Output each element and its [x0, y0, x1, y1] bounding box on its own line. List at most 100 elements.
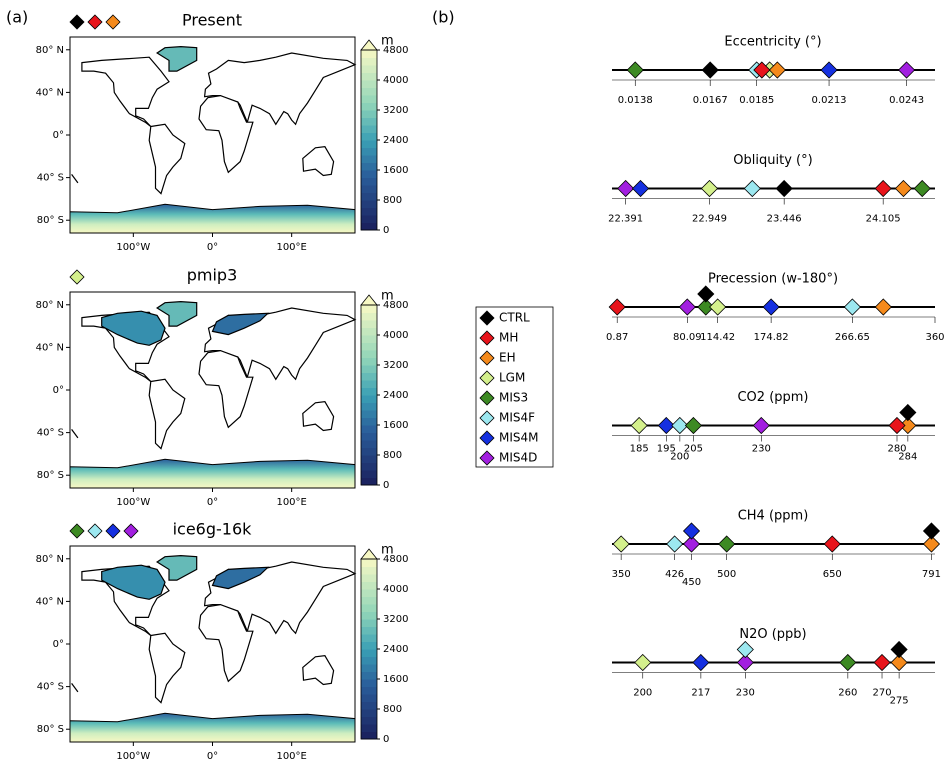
colorbar-band: [361, 566, 377, 575]
experiment-marker: [684, 416, 702, 435]
map-title: Present: [182, 11, 242, 30]
colorbar-tick-label: 1600: [383, 165, 408, 176]
experiment-marker: [753, 61, 771, 79]
colorbar-band: [361, 305, 377, 313]
colorbar-band: [361, 425, 377, 433]
colorbar-tick-label: 800: [383, 195, 402, 206]
colorbar-band: [361, 132, 377, 141]
legend-marker: [479, 410, 495, 426]
coastline: [302, 401, 335, 432]
colorbar-band: [361, 731, 377, 740]
colorbar-band: [361, 477, 377, 486]
colorbar-band: [361, 342, 377, 351]
colorbar-band: [361, 387, 377, 396]
colorbar-band: [361, 170, 377, 178]
colorbar-band: [361, 365, 377, 373]
colorbar-tick-label: 3200: [383, 360, 408, 371]
map: [69, 36, 357, 234]
colorbar-tick-label: 4000: [383, 584, 408, 595]
colorbar-band: [361, 611, 377, 620]
colorbar-tick-label: 3200: [383, 614, 408, 625]
colorbar-band: [361, 432, 377, 441]
lon-label: 100°E: [276, 497, 306, 508]
legend-label: MIS3: [499, 391, 528, 405]
colorbar-band: [361, 327, 377, 336]
tick-label: 0.0167: [693, 95, 728, 106]
experiment-marker: [105, 14, 121, 30]
tick-label: 200: [670, 452, 689, 463]
colorbar-band: [361, 626, 377, 635]
colorbar-band: [361, 440, 377, 448]
experiment-marker: [922, 535, 941, 553]
colorbar-band: [361, 372, 377, 381]
colorbar-tick-label: 4800: [383, 554, 408, 565]
tick-label: 266.65: [835, 332, 870, 343]
colorbar-band: [361, 162, 377, 171]
tick-label: 650: [823, 569, 842, 580]
colorbar-band: [361, 155, 377, 163]
experiment-marker: [123, 523, 139, 539]
tick-label: 0.0213: [812, 95, 847, 106]
colorbar-band: [361, 709, 377, 717]
experiment-marker: [820, 61, 838, 79]
experiment-marker: [768, 61, 786, 79]
map: [69, 545, 357, 743]
colorbar-tick-label: 0: [383, 734, 389, 745]
experiment-marker: [894, 179, 913, 198]
lat-label: 40° N: [36, 342, 64, 353]
lat-label: 80° S: [37, 215, 64, 226]
colorbar-band: [361, 140, 377, 148]
tick-label: 230: [752, 444, 771, 455]
coastline: [71, 683, 79, 693]
experiment-marker: [898, 61, 916, 79]
tick-label: 791: [922, 569, 941, 580]
experiment-marker: [843, 298, 861, 316]
lat-label: 40° S: [37, 428, 64, 439]
ice-sheet: [101, 310, 166, 346]
panel-label: (a): [6, 8, 28, 27]
tick-label: 205: [684, 444, 703, 455]
colorbar-tick-label: 4800: [383, 45, 408, 56]
colorbar-band: [361, 192, 377, 201]
tick-label: 114.42: [700, 332, 735, 343]
tick-label: 24.105: [866, 214, 901, 225]
colorbar-tick-label: 0: [383, 225, 389, 236]
colorbar-band: [361, 649, 377, 657]
lon-label: 100°E: [276, 242, 306, 253]
colorbar-band: [361, 417, 377, 426]
experiment-marker: [823, 535, 841, 553]
tick-label: 0.0138: [618, 95, 653, 106]
colorbar-band: [361, 671, 377, 680]
experiment-marker: [69, 14, 85, 30]
map-title: ice6g-16k: [173, 520, 253, 539]
colorbar-band: [361, 350, 377, 358]
legend-label: LGM: [499, 371, 525, 385]
colorbar-band: [361, 147, 377, 156]
lon-label: 0°: [207, 751, 218, 762]
coastline: [148, 123, 186, 195]
experiment-marker: [105, 523, 121, 539]
coastline: [71, 429, 79, 439]
colorbar-tick-label: 800: [383, 450, 402, 461]
experiment-marker: [626, 61, 644, 79]
lat-label: 80° N: [36, 554, 64, 565]
experiment-marker: [671, 416, 689, 435]
experiment-marker: [608, 298, 626, 316]
coastline: [302, 146, 335, 177]
colorbar-band: [361, 102, 377, 111]
strip-title: CO2 (ppm): [737, 390, 808, 405]
colorbar-band: [361, 185, 377, 193]
lat-label: 40° N: [36, 596, 64, 607]
lat-label: 80° S: [37, 470, 64, 481]
colorbar-band: [361, 222, 377, 231]
strip-title: Eccentricity (°): [724, 35, 821, 50]
tick-label: 426: [665, 569, 684, 580]
experiment-marker: [697, 285, 715, 303]
colorbar-extension: [360, 294, 378, 306]
experiment-marker: [69, 269, 85, 285]
experiment-marker: [630, 416, 648, 435]
legend-marker: [479, 350, 495, 366]
colorbar-tick-label: 2400: [383, 644, 408, 655]
colorbar-band: [361, 589, 377, 597]
colorbar-band: [361, 410, 377, 418]
